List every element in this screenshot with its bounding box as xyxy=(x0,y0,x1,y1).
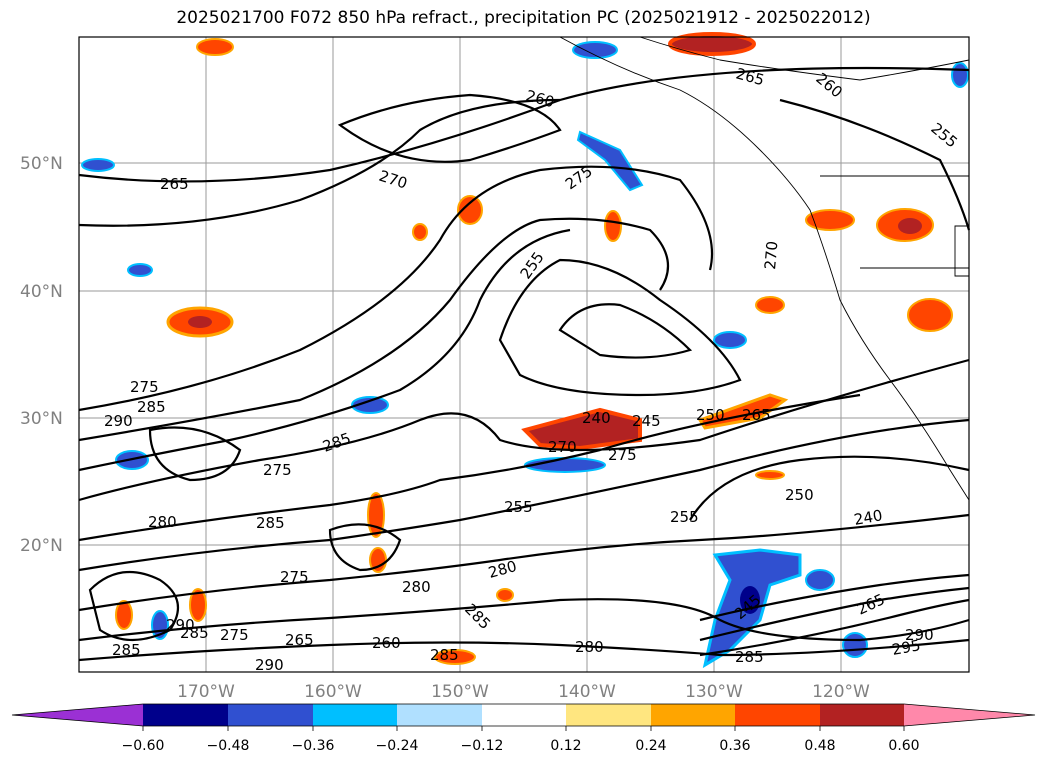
lat-label-40n: 40°N xyxy=(20,282,63,302)
colorbar-tick: 0.60 xyxy=(888,738,919,754)
colorbar-segment xyxy=(735,704,820,726)
colorbar-tick: −0.12 xyxy=(461,738,504,754)
colorbar-segment xyxy=(397,704,482,726)
colorbar-tick: −0.60 xyxy=(122,738,165,754)
colorbar-extend-low xyxy=(12,704,143,726)
contour-label: 275 xyxy=(608,446,637,464)
colorbar-segment xyxy=(651,704,735,726)
contour-label: 280 xyxy=(575,638,604,656)
contour-label: 280 xyxy=(148,513,177,531)
colorbar-segment xyxy=(143,704,228,726)
contour-label: 285 xyxy=(180,624,209,642)
contour-label: 285 xyxy=(430,646,459,664)
lon-label-160w: 160°W xyxy=(304,682,362,702)
colorbar-tick: −0.36 xyxy=(292,738,335,754)
contour-label: 255 xyxy=(670,508,699,526)
contour-label: 260 xyxy=(372,634,401,652)
lat-label-50n: 50°N xyxy=(20,154,63,174)
contour-label: 290 xyxy=(255,656,284,674)
contour-label: 275 xyxy=(220,626,249,644)
contour-label: 270 xyxy=(761,240,781,270)
contour-label: 250 xyxy=(696,406,725,424)
colorbar-tick: 0.48 xyxy=(804,738,835,754)
map-title: 2025021700 F072 850 hPa refract., precip… xyxy=(176,8,871,28)
colorbar-segment xyxy=(228,704,313,726)
contour-label: 275 xyxy=(263,461,292,479)
map-frame xyxy=(78,36,970,673)
colorbar-extend-high xyxy=(904,704,1035,726)
lon-label-120w: 120°W xyxy=(812,682,870,702)
lat-label-20n: 20°N xyxy=(20,536,63,556)
colorbar-tick: 0.12 xyxy=(550,738,581,754)
colorbar-segment xyxy=(566,704,651,726)
contour-label: 290 xyxy=(905,626,934,644)
colorbar-tick: −0.24 xyxy=(376,738,419,754)
latitude-axis: 50°N 40°N 30°N 20°N xyxy=(20,154,63,556)
contour-label: 290 xyxy=(166,616,195,634)
contour-label: 285 xyxy=(112,641,141,659)
coastlines xyxy=(559,36,970,501)
contour-label: 280 xyxy=(402,578,431,596)
contour-label: 270 xyxy=(548,438,577,456)
contour-label: 240 xyxy=(582,409,611,427)
colorbar-tick: −0.48 xyxy=(207,738,250,754)
colorbar-segment xyxy=(482,704,566,726)
contour-label: 250 xyxy=(785,486,814,504)
colorbar: −0.60 −0.48 −0.36 −0.24 −0.12 0.12 0.24 … xyxy=(11,703,1036,754)
contour-label: 265 xyxy=(160,175,189,193)
contour-label: 275 xyxy=(130,378,159,396)
lon-label-130w: 130°W xyxy=(685,682,743,702)
contour-label: 265 xyxy=(285,631,314,649)
lon-label-150w: 150°W xyxy=(431,682,489,702)
map-plot-area xyxy=(79,37,969,672)
contour-label: 275 xyxy=(280,568,309,586)
lon-label-140w: 140°W xyxy=(558,682,616,702)
contour-label: 285 xyxy=(137,398,166,416)
contour-label: 295 xyxy=(891,636,922,659)
contour-label: 285 xyxy=(735,648,764,666)
contour-label: 255 xyxy=(504,498,533,516)
contour-label: 240 xyxy=(853,506,884,529)
contour-label: 265 xyxy=(742,406,771,424)
contour-label: 290 xyxy=(104,412,133,430)
contour-label: 245 xyxy=(632,412,661,430)
colorbar-segment xyxy=(820,704,904,726)
contour-label: 285 xyxy=(256,514,285,532)
colorbar-tick: 0.24 xyxy=(635,738,666,754)
longitude-axis: 170°W 160°W 150°W 140°W 130°W 120°W xyxy=(177,682,870,702)
lon-label-170w: 170°W xyxy=(177,682,235,702)
colorbar-tick: 0.36 xyxy=(719,738,750,754)
refractivity-contours xyxy=(78,66,971,662)
lat-label-30n: 30°N xyxy=(20,409,63,429)
colorbar-segment xyxy=(313,704,397,726)
